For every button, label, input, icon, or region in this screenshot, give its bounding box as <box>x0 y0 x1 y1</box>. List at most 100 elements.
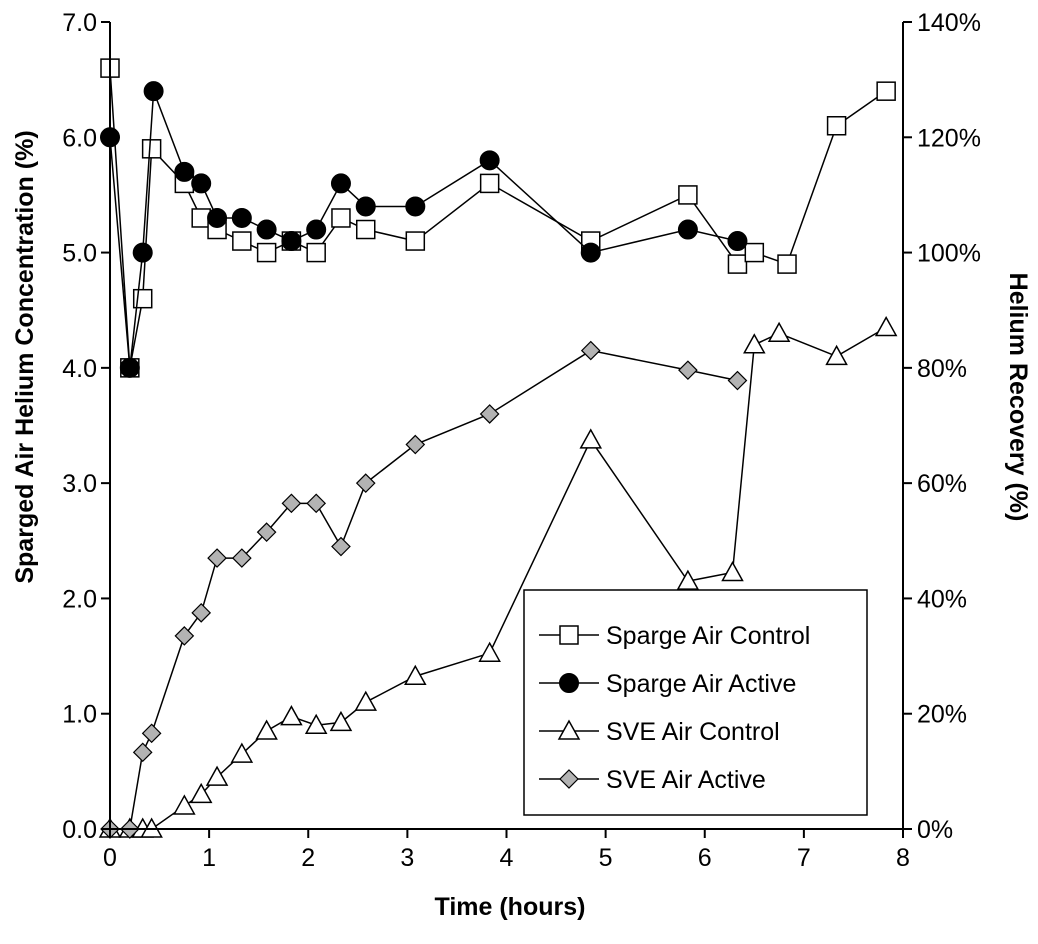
legend-item: Sparge Air Active <box>539 670 796 698</box>
x-tick-label: 5 <box>599 844 613 872</box>
legend-label: SVE Air Control <box>606 718 780 746</box>
data-point <box>721 560 744 582</box>
data-point <box>677 219 698 240</box>
data-point <box>767 321 791 343</box>
data-point <box>405 231 426 251</box>
data-point <box>874 315 898 337</box>
series-1 <box>100 81 748 378</box>
data-point <box>256 219 277 240</box>
y-right-tick-label: 140% <box>917 9 981 37</box>
data-point <box>132 742 153 763</box>
y-left-tick-label: 5.0 <box>62 240 97 268</box>
data-point <box>330 173 351 194</box>
data-point <box>141 139 162 159</box>
data-point <box>355 196 376 217</box>
legend-marker <box>559 673 579 693</box>
data-point <box>304 713 328 734</box>
data-point <box>876 81 896 101</box>
series-line <box>110 326 887 830</box>
y-left-tick-label: 1.0 <box>62 701 97 729</box>
data-point <box>580 242 601 263</box>
x-tick-label: 7 <box>797 844 811 872</box>
data-point <box>189 782 213 804</box>
series-3 <box>100 340 748 839</box>
data-point <box>230 742 254 763</box>
y-right-tick-label: 40% <box>917 585 967 613</box>
y-left-tick-label: 2.0 <box>62 585 97 613</box>
legend-item: Sparge Air Control <box>539 622 810 650</box>
data-point <box>355 473 376 493</box>
legend-label: Sparge Air Control <box>606 622 810 650</box>
legend-label: SVE Air Active <box>606 766 766 794</box>
plot-layer <box>98 58 898 839</box>
series-line <box>109 90 738 368</box>
data-point <box>173 794 196 815</box>
legend-label: Sparge Air Active <box>606 670 796 698</box>
data-point <box>207 207 228 228</box>
data-point <box>174 161 195 182</box>
x-tick-label: 6 <box>698 844 712 872</box>
data-point <box>331 536 351 557</box>
data-point <box>678 360 698 381</box>
data-point <box>727 231 748 252</box>
data-point <box>743 333 766 354</box>
x-tick-label: 1 <box>202 844 216 872</box>
y-left-tick-label: 4.0 <box>62 355 97 383</box>
data-point <box>132 242 153 263</box>
data-point <box>256 242 277 263</box>
data-point <box>255 719 278 740</box>
data-point <box>207 548 227 568</box>
data-point <box>205 765 229 786</box>
y-left-tick-label: 7.0 <box>62 9 97 37</box>
data-point <box>405 434 426 455</box>
data-point <box>826 116 847 136</box>
y-left-tick-label: 0.0 <box>62 816 97 844</box>
data-point <box>141 723 162 744</box>
legend-box <box>523 589 868 816</box>
legend-marker <box>559 625 579 645</box>
y-right-tick-label: 0% <box>917 816 953 844</box>
y-right-tick-label: 60% <box>917 470 967 498</box>
data-point <box>777 254 797 274</box>
x-tick-label: 0 <box>103 844 117 872</box>
data-point <box>281 231 302 252</box>
data-point <box>479 173 500 194</box>
data-point <box>306 219 327 240</box>
data-point <box>231 207 252 228</box>
data-point <box>676 569 700 590</box>
data-point <box>232 231 252 251</box>
data-point <box>580 340 601 361</box>
data-point <box>191 602 212 623</box>
x-axis-title: Time (hours) <box>435 893 586 921</box>
series-2 <box>98 315 898 838</box>
data-point <box>479 404 500 424</box>
data-point <box>825 344 848 366</box>
y-left-tick-label: 6.0 <box>62 124 97 152</box>
legend: Sparge Air Control Sparge Air Active SVE A… <box>523 589 868 816</box>
data-point <box>404 664 427 685</box>
legend-marker <box>559 769 579 789</box>
y-right-tick-label: 100% <box>917 240 981 268</box>
data-point <box>405 196 426 217</box>
data-point <box>191 173 212 194</box>
data-point <box>579 428 603 449</box>
data-point <box>256 522 277 542</box>
y-right-axis-title: Helium Recovery (%) <box>1004 273 1032 522</box>
data-point <box>174 626 195 646</box>
data-point <box>281 493 302 514</box>
data-point <box>143 81 164 102</box>
data-point <box>119 357 140 378</box>
x-tick-label: 2 <box>301 844 315 872</box>
x-tick-label: 4 <box>500 844 514 872</box>
legend-item: SVE Air Control <box>539 718 780 746</box>
data-point <box>329 710 353 732</box>
data-point <box>306 242 326 263</box>
data-point <box>478 641 501 662</box>
y-right-tick-label: 80% <box>917 355 967 383</box>
axes-layer: 0 1 2 3 4 5 6 7 8 0.0 1.0 2.0 3.0 4.0 5.0 6.0 7.0 0% 20% 40… <box>62 9 981 872</box>
y-left-tick-label: 3.0 <box>62 470 97 498</box>
y-right-tick-label: 120% <box>917 124 981 152</box>
data-point <box>306 493 327 514</box>
